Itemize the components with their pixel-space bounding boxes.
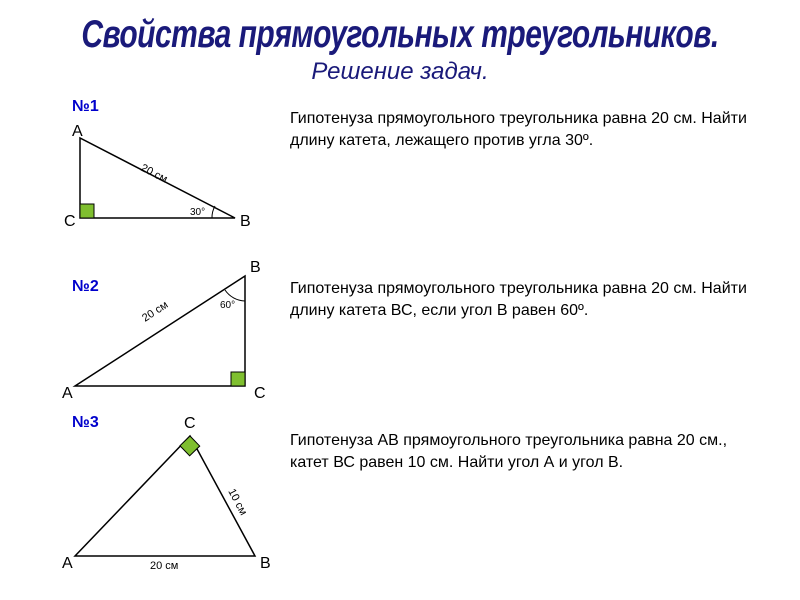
problem-3-diagram: A B C 20 см 10 см xyxy=(50,406,280,576)
p1-label-A: A xyxy=(72,123,83,140)
p2-label-B: B xyxy=(250,259,261,276)
p2-hypotenuse-label: 20 см xyxy=(140,299,170,325)
problem-3: №3 A B C 20 см 10 см Гипотенуза АВ прямо… xyxy=(0,406,800,576)
main-title: Свойства прямоугольных треугольников. xyxy=(0,0,800,57)
problem-2: №2 60° A C B 20 см Гипотенуза прямоуголь… xyxy=(0,246,800,406)
problem-2-diagram: 60° A C B 20 см xyxy=(50,246,280,406)
problem-2-text: Гипотенуза прямоугольного треугольника р… xyxy=(290,278,750,321)
problems-area: №1 30° A C B 20 см Гипотенуза прямоуголь… xyxy=(0,98,800,576)
p3-base-label: 20 см xyxy=(150,560,178,572)
p2-angle-label: 60° xyxy=(220,300,235,311)
p3-label-C: C xyxy=(184,415,196,432)
p2-label-C: C xyxy=(254,385,266,402)
subtitle: Решение задач. xyxy=(0,58,800,86)
p3-label-A: A xyxy=(62,555,73,572)
p1-label-C: C xyxy=(64,213,76,230)
p1-angle-label: 30° xyxy=(190,207,205,218)
p3-bc-label: 10 см xyxy=(225,487,249,518)
problem-1-text: Гипотенуза прямоугольного треугольника р… xyxy=(290,108,750,151)
p1-hypotenuse-label: 20 см xyxy=(139,162,170,186)
p3-label-B: B xyxy=(260,555,271,572)
problem-3-text: Гипотенуза АВ прямоугольного треугольник… xyxy=(290,430,750,473)
problem-1: №1 30° A C B 20 см Гипотенуза прямоуголь… xyxy=(0,98,800,246)
problem-1-diagram: 30° A C B 20 см xyxy=(50,108,260,238)
p1-label-B: B xyxy=(240,213,251,230)
p2-label-A: A xyxy=(62,385,73,402)
